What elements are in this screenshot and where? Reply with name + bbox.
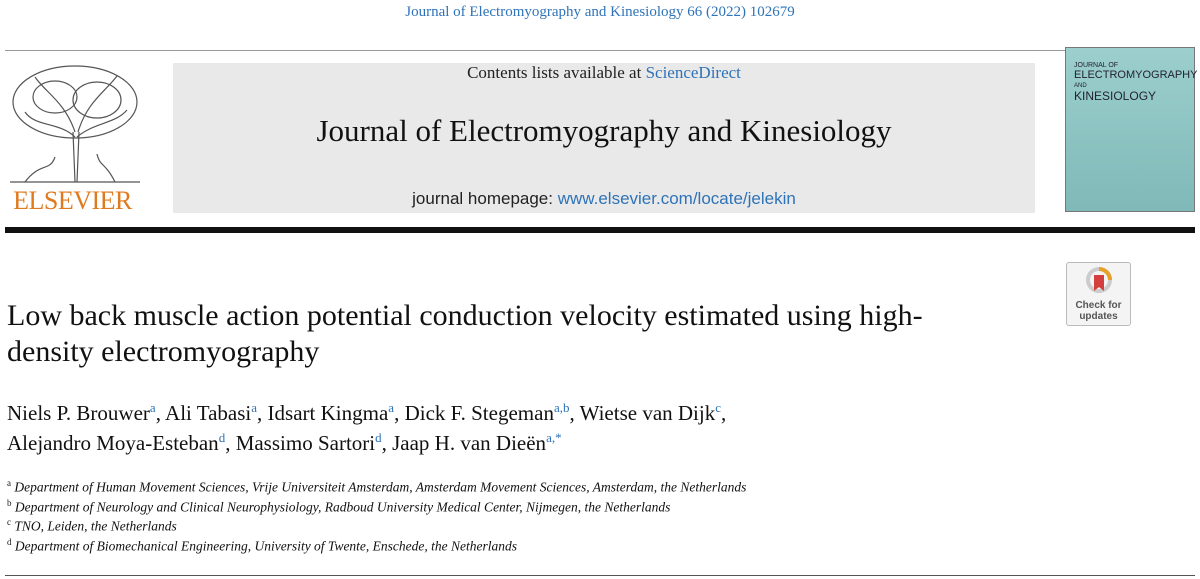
journal-title: Journal of Electromyography and Kinesiol… [316,113,892,148]
journal-banner: Contents lists available at ScienceDirec… [173,63,1035,213]
author-separator: , [381,431,387,455]
author-affiliation[interactable]: a [251,400,258,415]
affiliation-text: TNO, Leiden, the Netherlands [14,518,177,534]
cover-title: AND [1074,83,1087,89]
affiliation-label: d [7,536,12,547]
affiliation-text: Department of Neurology and Clinical Neu… [14,499,671,514]
author-affiliation[interactable]: d [375,430,382,445]
journal-reference[interactable]: Journal of Electromyography and Kinesiol… [405,4,795,20]
author-name: Jaap H. van Dieën [392,431,547,455]
author-separator: , [225,431,231,455]
homepage-link[interactable]: www.elsevier.com/locate/jelekin [557,189,796,208]
author-separator: , [155,401,161,425]
author-affiliation[interactable]: a,* [546,430,562,445]
contents-prefix: Contents lists available at [467,63,642,82]
cover-title: ELECTROMYOGRAPHY [1074,69,1198,81]
cover-title: JOURNAL OF [1074,62,1119,69]
author-separator: , [569,401,575,425]
author-affiliation[interactable]: a [149,400,156,415]
affiliation: a Department of Human Movement Sciences,… [7,478,746,496]
rule [5,50,1195,51]
author-affiliation[interactable]: a [388,400,395,415]
affiliation: c TNO, Leiden, the Netherlands [7,517,177,535]
author-affiliation[interactable]: d [218,430,226,445]
sciencedirect-link[interactable]: ScienceDirect [645,63,741,82]
affiliation-label: b [7,497,12,508]
affiliation-text: Department of Biomechanical Engineering,… [14,538,518,553]
author-name: Ali Tabasi [165,401,252,425]
author-name: Niels P. Brouwer [7,401,150,425]
author-line: Alejandro Moya-Esteband, Massimo Sartori… [7,430,562,456]
contents-line: Contents lists available at ScienceDirec… [173,63,1035,83]
homepage-prefix: journal homepage: [412,189,553,208]
badge-line: updates [1079,311,1118,322]
author-name: Massimo Sartori [235,431,376,455]
author-name: Alejandro Moya-Esteban [7,431,219,455]
journal-cover[interactable]: JOURNAL OF ELECTROMYOGRAPHY AND KINESIOLOGY [1065,47,1198,212]
author-name: Idsart Kingma [267,401,389,425]
badge-text: Check for updates [1067,300,1130,322]
author-name: Wietse van Dijk [579,401,716,425]
affiliation-text: Department of Human Movement Sciences, V… [14,479,747,495]
affiliation-label: c [7,517,11,527]
author-separator: , [394,401,400,425]
check-updates-badge[interactable]: Check for updates [1066,262,1131,326]
author-name: Dick F. Stegeman [404,401,554,425]
affiliation: b Department of Neurology and Clinical N… [7,498,670,516]
badge-icon [1085,267,1112,293]
author-affiliation[interactable]: a,b [553,400,570,415]
author-line: Niels P. Brouwera, Ali Tabasia, Idsart K… [7,400,726,426]
author-affiliation[interactable]: c [715,400,722,415]
article-title: Low back muscle action potential conduct… [7,299,923,368]
rule [5,575,1195,576]
author-separator: , [721,401,727,425]
homepage-line: journal homepage: www.elsevier.com/locat… [173,189,1035,209]
publisher-logo [10,65,140,183]
badge-line: Check for [1075,300,1122,311]
cover-title: KINESIOLOGY [1074,89,1157,103]
affiliation: d Department of Biomechanical Engineerin… [7,537,517,555]
rule [5,227,1195,233]
author-separator: , [257,401,263,425]
affiliation-label: a [7,478,11,488]
publisher-name: ELSEVIER [13,186,132,215]
